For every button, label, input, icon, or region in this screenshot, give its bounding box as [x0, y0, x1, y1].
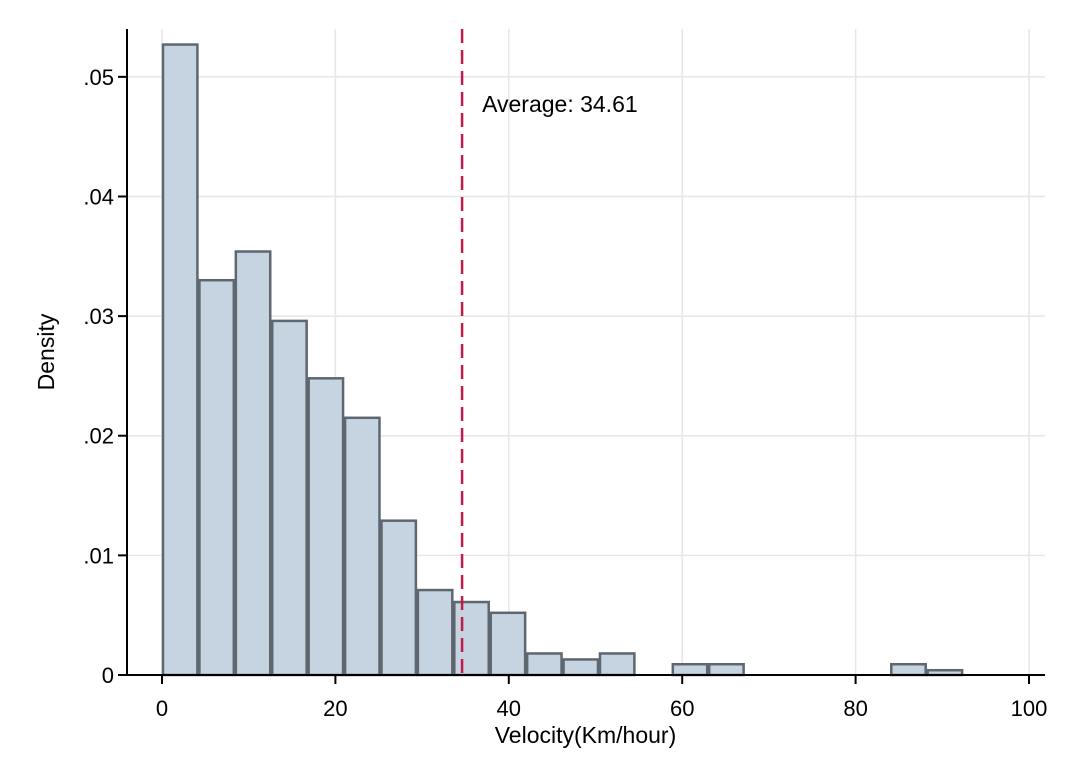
histogram-bar — [270, 319, 308, 677]
y-tick-label: .05 — [83, 65, 114, 90]
x-axis-title: Velocity(Km/hour) — [495, 722, 677, 748]
histogram-bar — [525, 652, 563, 677]
y-tick-label: 0 — [102, 663, 114, 688]
x-tick-label: 100 — [1011, 696, 1048, 721]
histogram-bar — [198, 278, 236, 677]
bars — [161, 43, 964, 677]
x-tick-label: 80 — [843, 696, 867, 721]
histogram-bar — [598, 652, 636, 677]
histogram-bar — [416, 588, 454, 677]
histogram-bar — [453, 600, 490, 677]
y-tick-label: .01 — [83, 543, 114, 568]
x-tick-label: 60 — [670, 696, 694, 721]
x-tick-label: 0 — [156, 696, 168, 721]
y-tick-label: .02 — [83, 424, 114, 449]
y-axis-title: Density — [33, 313, 59, 390]
x-tick-label: 20 — [323, 696, 347, 721]
histogram-bar — [234, 250, 272, 677]
histogram-bar — [562, 658, 600, 677]
axes — [126, 29, 1045, 676]
histogram-bar — [161, 43, 199, 677]
histogram-bar — [380, 519, 418, 677]
histogram-bar — [489, 611, 527, 677]
average-annotation: Average: 34.61 — [482, 91, 638, 117]
histogram-bar — [707, 662, 745, 677]
ticks: 0 .01 .02 .03 .04 .05 0 20 40 60 80 100 — [83, 65, 1047, 721]
histogram-bar — [343, 416, 381, 677]
y-tick-label: .04 — [83, 184, 114, 209]
histogram-bar — [307, 377, 345, 677]
y-tick-label: .03 — [83, 304, 114, 329]
histogram-bar — [671, 662, 709, 677]
histogram-bar — [890, 662, 927, 677]
x-tick-label: 40 — [497, 696, 521, 721]
